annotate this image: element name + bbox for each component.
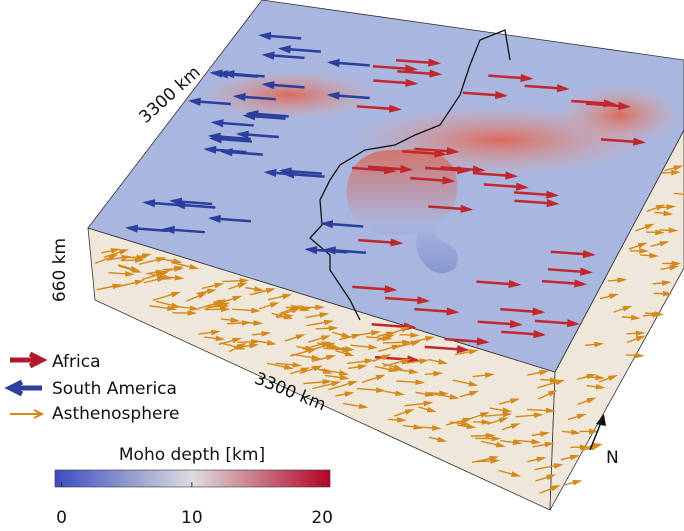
colorbar-title: Moho depth [km] bbox=[119, 445, 265, 465]
legend-label: Asthenosphere bbox=[52, 404, 180, 424]
north-label: N bbox=[606, 448, 619, 468]
legend-symbol bbox=[10, 410, 42, 418]
arrow-head bbox=[572, 480, 582, 485]
colorbar-tick-label: 0 bbox=[56, 508, 67, 528]
figure: 3300 km 660 km 3300 km N Africa South Am… bbox=[0, 0, 684, 531]
colorbar bbox=[55, 470, 330, 487]
anomaly bbox=[560, 85, 680, 145]
colorbar-tick-label: 10 bbox=[181, 508, 203, 528]
legend: Africa South America Asthenosphere bbox=[10, 352, 180, 424]
legend-symbol bbox=[10, 382, 42, 394]
arrow-head bbox=[635, 353, 645, 359]
legend-label: South America bbox=[52, 379, 177, 399]
arrow-head bbox=[593, 443, 603, 449]
edge-label: 660 km bbox=[50, 238, 70, 302]
colorbar-ticks: 0 10 20 bbox=[56, 482, 333, 528]
legend-symbol bbox=[10, 354, 42, 366]
legend-label: Africa bbox=[52, 352, 101, 372]
colorbar-tick-label: 20 bbox=[311, 508, 333, 528]
